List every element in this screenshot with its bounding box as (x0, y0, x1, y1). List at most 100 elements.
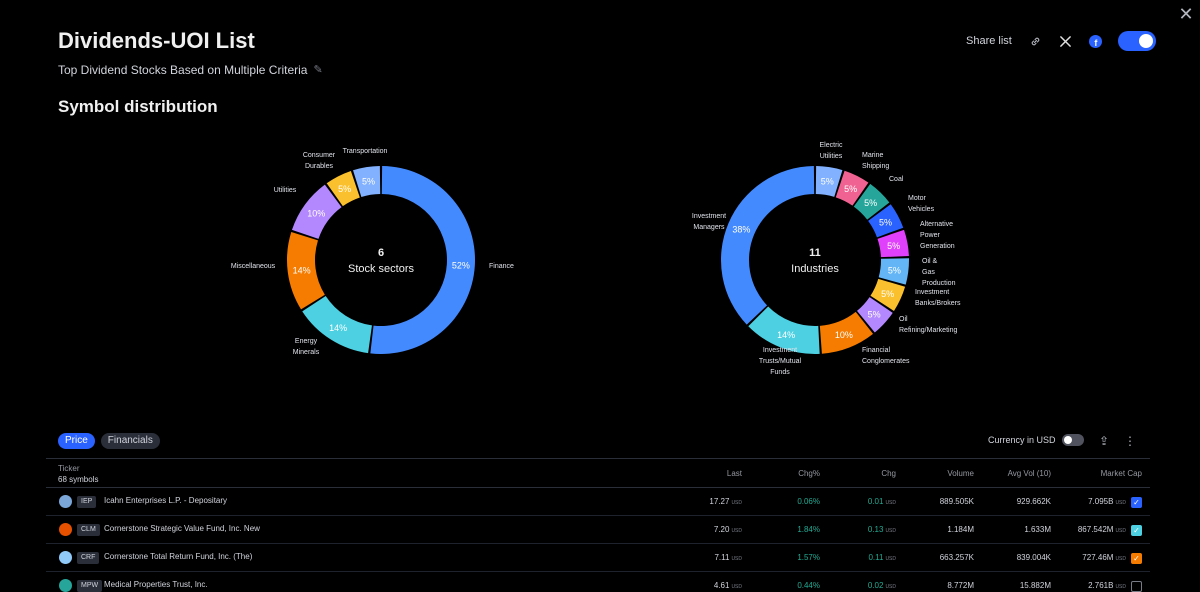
slice-label-consumer-durables: 5% (338, 184, 351, 194)
row-checkbox[interactable]: ✓ (1131, 553, 1142, 564)
x-logo-icon[interactable] (1058, 33, 1074, 49)
slice-label-investment-trusts-mutual-funds: 14% (777, 330, 795, 340)
row-checkbox[interactable]: ✓ (1131, 497, 1142, 508)
table-row[interactable]: IEP Icahn Enterprises L.P. - Depositary … (46, 488, 1150, 516)
slice-label-oil-gas-production: 5% (888, 265, 901, 275)
category-label-electric-utilities: Electric Utilities (820, 142, 843, 160)
currency-toggle[interactable] (1061, 434, 1084, 446)
col-chg-pct[interactable]: Chg% (798, 469, 820, 478)
stock-sectors-donut: 52% Finance 14% Energy Minerals 14% Miscellane… (231, 148, 514, 356)
page-title: Dividends-UOI List (58, 28, 255, 53)
slice-energy-minerals[interactable] (302, 296, 372, 354)
more-vertical-icon[interactable]: ⋮ (1124, 434, 1136, 448)
slice-oil-gas-production[interactable] (878, 258, 910, 285)
market-cap: 727.46M USD (1082, 553, 1126, 562)
company-name[interactable]: Cornerstone Total Return Fund, Inc. (The… (104, 552, 253, 561)
table-header: Ticker 68 symbols Last Chg% Chg Volume A… (46, 458, 1150, 488)
last-price: 7.11 USD (714, 553, 742, 562)
table-row[interactable]: MPW Medical Properties Trust, Inc. 4.61 U… (46, 572, 1150, 592)
symbols-table: Ticker 68 symbols Last Chg% Chg Volume A… (46, 458, 1150, 592)
change: 0.13 USD (867, 525, 896, 534)
symbol-badge[interactable]: CLM (77, 524, 100, 536)
section-title: Symbol distribution (58, 97, 218, 116)
slice-label-motor-vehicles: 5% (879, 218, 892, 228)
slice-financial-conglomerates[interactable] (819, 311, 874, 354)
slice-finance[interactable] (370, 166, 476, 354)
pencil-icon[interactable]: ✎ (313, 64, 323, 76)
col-avg-vol[interactable]: Avg Vol (10) (1007, 469, 1051, 478)
slice-label-marine-shipping: 5% (844, 184, 857, 194)
slice-miscellaneous[interactable] (287, 232, 325, 310)
slice-investment-banks-brokers[interactable] (870, 278, 906, 311)
category-label-energy-minerals: Energy Minerals (293, 338, 320, 356)
facebook-icon[interactable]: f (1088, 33, 1104, 49)
company-logo (59, 495, 72, 508)
table-row[interactable]: CRF Cornerstone Total Return Fund, Inc. … (46, 544, 1150, 572)
tab-financials[interactable]: Financials (100, 433, 160, 449)
slice-label-electric-utilities: 5% (821, 176, 834, 186)
symbol-distribution-charts: 52% Finance 14% Energy Minerals 14% Miscellane… (231, 142, 961, 376)
volume: 889.505K (939, 497, 974, 506)
public-list-toggle[interactable] (1117, 31, 1156, 51)
company-name[interactable]: Medical Properties Trust, Inc. (104, 580, 208, 589)
change-percent: 1.57% (797, 553, 820, 562)
row-checkbox[interactable]: ✓ (1131, 525, 1142, 536)
avg-volume: 15.882M (1019, 581, 1051, 590)
subtitle-text: Top Dividend Stocks Based on Multiple Cr… (58, 63, 308, 77)
slice-alternative-power-generation[interactable] (877, 229, 909, 258)
slice-label-energy-minerals: 14% (329, 323, 347, 333)
slice-label-miscellaneous: 14% (293, 266, 311, 276)
market-cap: 2.761B USD (1088, 581, 1126, 590)
col-volume[interactable]: Volume (947, 469, 974, 478)
share-list-label: Share list (966, 35, 1012, 47)
slice-investment-managers[interactable] (720, 166, 815, 325)
symbol-badge[interactable]: CRF (77, 552, 100, 564)
center-label: Industries (791, 263, 839, 275)
slice-label-financial-conglomerates: 10% (835, 330, 853, 340)
ticker-header[interactable]: Ticker (58, 464, 80, 473)
slice-coal[interactable] (853, 183, 890, 220)
company-name[interactable]: Cornerstone Strategic Value Fund, Inc. N… (104, 524, 260, 533)
col-chg[interactable]: Chg (881, 469, 896, 478)
company-logo (59, 551, 72, 564)
symbol-badge[interactable]: IEP (77, 496, 97, 508)
slice-electric-utilities[interactable] (815, 166, 843, 197)
change-percent: 0.06% (797, 497, 820, 506)
avg-volume: 1.633M (1024, 525, 1051, 534)
center-label: Stock sectors (348, 263, 415, 275)
avg-volume: 839.004K (1016, 553, 1051, 562)
category-label-oil-refining-marketing: Oil Refining/Marketing (899, 316, 957, 334)
close-icon[interactable]: ✕ (1178, 4, 1194, 24)
category-label-utilities: Utilities (274, 187, 297, 194)
slice-motor-vehicles[interactable] (868, 204, 904, 238)
category-label-finance: Finance (489, 263, 514, 270)
table-row[interactable]: CLM Cornerstone Strategic Value Fund, In… (46, 516, 1150, 544)
slice-marine-shipping[interactable] (835, 170, 869, 206)
slice-oil-refining-marketing[interactable] (856, 297, 893, 333)
avg-volume: 929.662K (1016, 497, 1051, 506)
link-icon[interactable] (1028, 33, 1044, 49)
currency-label: Currency in USD (988, 435, 1056, 445)
category-label-transportation: Transportation (343, 148, 388, 155)
category-label-investment-trusts-mutual-funds: Investment Trusts/Mutual Funds (759, 347, 802, 376)
slice-label-oil-refining-marketing: 5% (868, 309, 881, 319)
company-name[interactable]: Icahn Enterprises L.P. - Depositary (104, 496, 228, 505)
category-label-alternative-power-generation: Alternative Power Generation (920, 221, 955, 250)
tab-price[interactable]: Price (58, 433, 95, 449)
export-icon[interactable]: ⇪ (1098, 434, 1110, 448)
view-tabs: Price Financials (58, 433, 160, 449)
row-checkbox[interactable] (1131, 581, 1142, 592)
category-label-coal: Coal (889, 176, 904, 183)
col-last[interactable]: Last (726, 469, 742, 478)
category-label-miscellaneous: Miscellaneous (231, 263, 276, 270)
slice-investment-trusts-mutual-funds[interactable] (748, 306, 820, 354)
market-cap: 7.095B USD (1088, 497, 1126, 506)
slice-consumer-durables[interactable] (326, 170, 360, 207)
symbol-badge[interactable]: MPW (77, 580, 103, 592)
slice-label-alternative-power-generation: 5% (887, 241, 900, 251)
slice-transportation[interactable] (353, 166, 381, 197)
col-market-cap[interactable]: Market Cap (1100, 469, 1142, 478)
list-description: Top Dividend Stocks Based on Multiple Cr… (58, 63, 323, 77)
slice-utilities[interactable] (291, 184, 342, 239)
last-price: 7.20 USD (713, 525, 742, 534)
